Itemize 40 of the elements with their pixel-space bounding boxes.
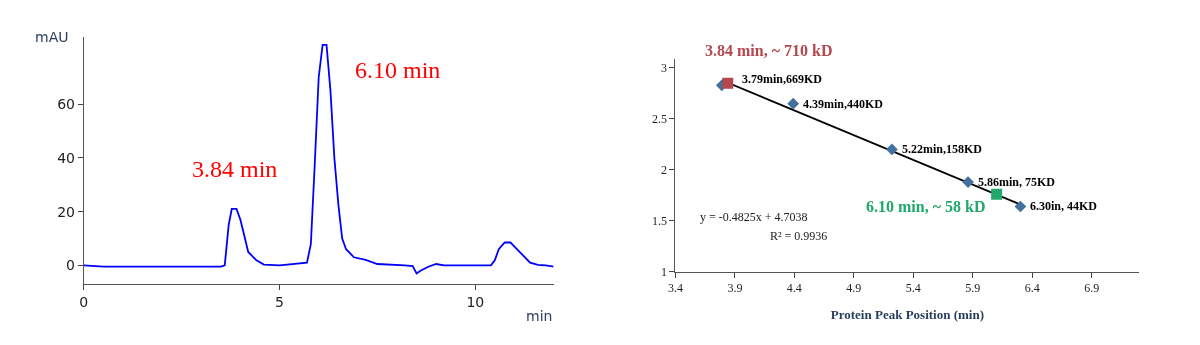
point bbox=[1014, 200, 1027, 213]
annotation: 3.84 min bbox=[192, 156, 278, 182]
y-tick-label: 3 bbox=[661, 61, 667, 76]
line-series bbox=[83, 44, 554, 275]
x-tick-label: 3.9 bbox=[727, 281, 743, 296]
annotation: R² = 0.9936 bbox=[770, 229, 828, 243]
y-tick-label: 1 bbox=[661, 264, 667, 279]
annotation: y = -0.4825x + 4.7038 bbox=[700, 210, 808, 224]
x-tick-label: 4.4 bbox=[786, 281, 802, 296]
data-label: 5.22min,158KD bbox=[902, 142, 983, 156]
data-label: 3.84 min, ~ 710 kD bbox=[705, 42, 833, 59]
x-tick-label: 6.9 bbox=[1084, 281, 1100, 296]
point bbox=[991, 188, 1003, 200]
y-tick-label: 0 bbox=[66, 257, 75, 274]
x-tick-label: 3.4 bbox=[667, 281, 683, 296]
point bbox=[787, 97, 800, 110]
x-tick-label: 5.4 bbox=[905, 281, 921, 296]
data-label: 5.86min, 75KD bbox=[978, 175, 1056, 189]
x-tick-label: 6.4 bbox=[1024, 281, 1040, 296]
data-label: 3.79min,669KD bbox=[742, 72, 823, 86]
y-tick-label: 20 bbox=[57, 203, 75, 220]
x-tick-label: 5.9 bbox=[965, 281, 981, 296]
point bbox=[722, 77, 734, 89]
data-label: 6.10 min, ~ 58 kD bbox=[866, 198, 986, 215]
y-axis-title: mAU bbox=[35, 29, 69, 45]
x-tick-label: 0 bbox=[79, 293, 89, 310]
annotation: 6.10 min bbox=[355, 57, 441, 83]
y-tick-label: 2 bbox=[661, 163, 667, 178]
y-tick-label: 1.5 bbox=[652, 213, 667, 228]
x-axis-title: min bbox=[526, 308, 553, 324]
data-label: 6.30in, 44KD bbox=[1030, 199, 1098, 213]
y-tick-label: 40 bbox=[57, 149, 75, 166]
y-tick-label: 60 bbox=[57, 96, 75, 112]
point bbox=[886, 143, 898, 156]
x-tick-label: 5 bbox=[275, 293, 285, 310]
x-axis-title: Protein Peak Position (min) bbox=[830, 306, 985, 322]
x-tick-label: 4.9 bbox=[846, 281, 862, 296]
y-tick-label: 2.5 bbox=[652, 112, 667, 127]
x-tick-label: 10 bbox=[466, 293, 485, 310]
data-label: 4.39min,440KD bbox=[803, 97, 884, 111]
